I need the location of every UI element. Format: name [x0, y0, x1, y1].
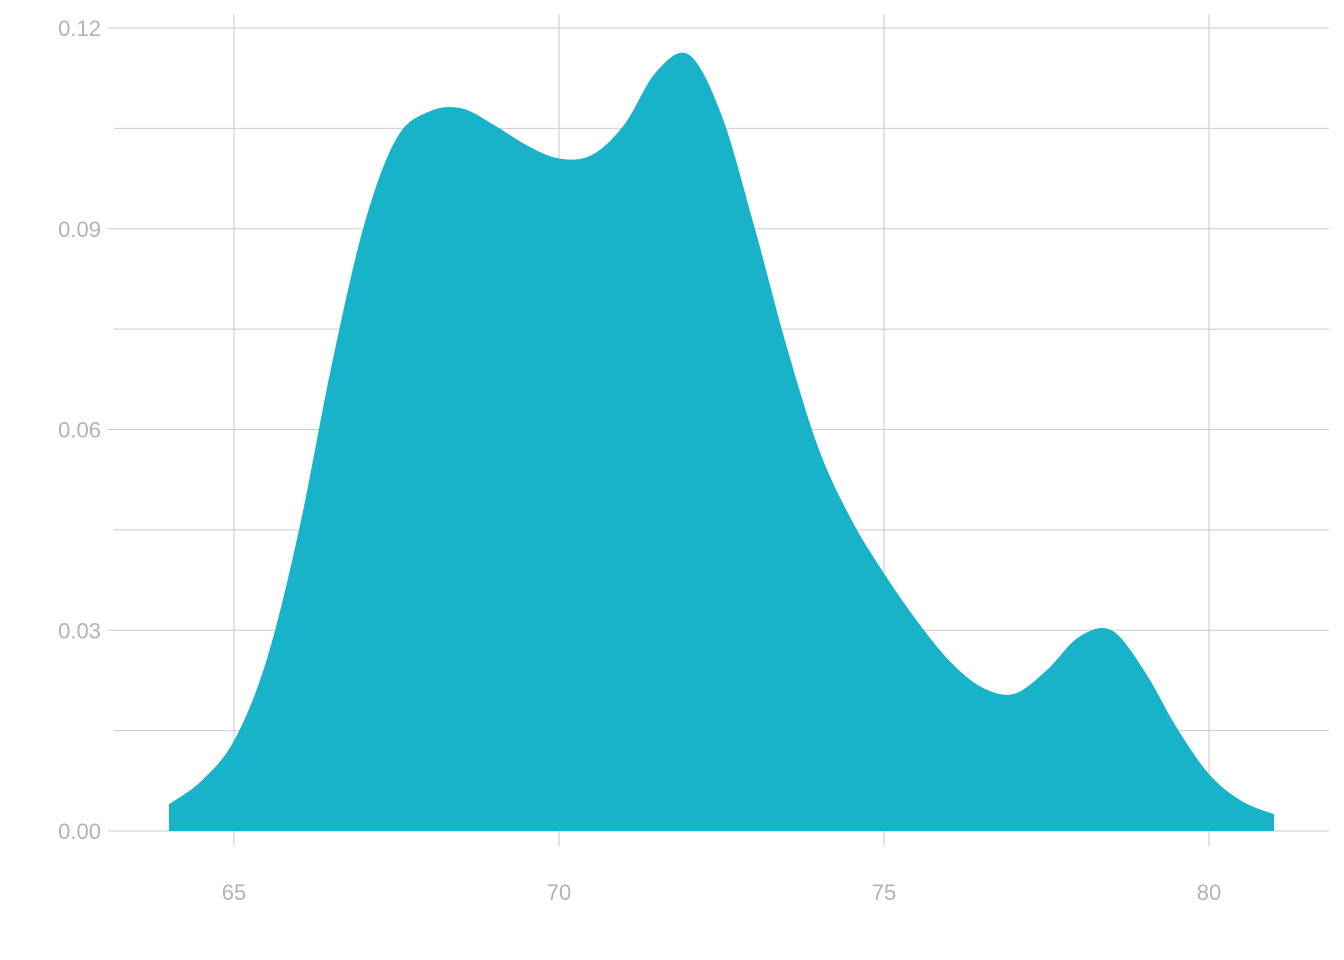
x-tick-label: 65 [222, 880, 246, 905]
x-tick-label: 75 [872, 880, 896, 905]
density-area-layer [169, 52, 1274, 832]
x-tick-label: 80 [1197, 880, 1221, 905]
x-axis-tick-labels: 65 70 75 80 [222, 880, 1221, 905]
y-tick-label: 0.12 [58, 16, 101, 41]
y-tick-label: 0.06 [58, 418, 101, 443]
y-tick-label: 0.00 [58, 819, 101, 844]
y-tick-label: 0.03 [58, 618, 101, 643]
y-tick-label: 0.09 [58, 217, 101, 242]
x-tick-label: 70 [547, 880, 571, 905]
y-axis-tick-labels: 0.00 0.03 0.06 0.09 0.12 [58, 16, 101, 844]
density-area [169, 52, 1274, 832]
